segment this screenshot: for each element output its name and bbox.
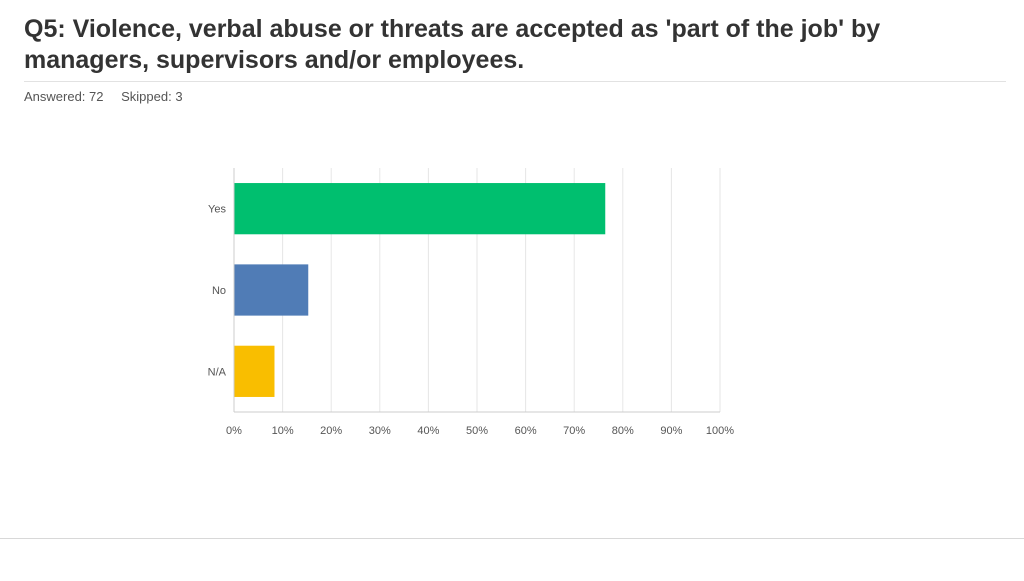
x-axis-labels: 0% 10% 20% 30% 40% 50% 60% 70% 80% 90% 100% [226, 425, 734, 437]
y-axis-labels: Yes No N/A [208, 204, 227, 379]
y-category-label: N/A [208, 366, 227, 378]
bar-na[interactable] [234, 345, 275, 397]
x-tick-label: 100% [706, 425, 734, 437]
y-category-label: No [212, 285, 226, 297]
answered-count: Answered: 72 [24, 89, 104, 104]
x-tick-label: 0% [226, 425, 242, 437]
footer-divider [0, 538, 1024, 539]
x-tick-label: 70% [563, 425, 585, 437]
question-title: Q5: Violence, verbal abuse or threats ar… [24, 15, 881, 74]
x-tick-label: 30% [369, 425, 391, 437]
bar-no[interactable] [234, 264, 309, 316]
question-header: Q5: Violence, verbal abuse or threats ar… [24, 14, 1004, 76]
x-tick-label: 60% [515, 425, 537, 437]
y-category-label: Yes [208, 204, 226, 216]
header-divider [24, 81, 1006, 82]
response-stats: Answered: 72 Skipped: 3 [24, 89, 197, 104]
x-tick-label: 20% [320, 425, 342, 437]
skipped-count: Skipped: 3 [121, 89, 183, 104]
x-tick-label: 80% [612, 425, 634, 437]
x-tick-label: 40% [417, 425, 439, 437]
x-tick-label: 90% [660, 425, 682, 437]
x-tick-label: 10% [272, 425, 294, 437]
bar-yes[interactable] [234, 183, 606, 235]
chart-bars [234, 183, 606, 397]
chart-axes [233, 168, 720, 413]
x-tick-label: 50% [466, 425, 488, 437]
